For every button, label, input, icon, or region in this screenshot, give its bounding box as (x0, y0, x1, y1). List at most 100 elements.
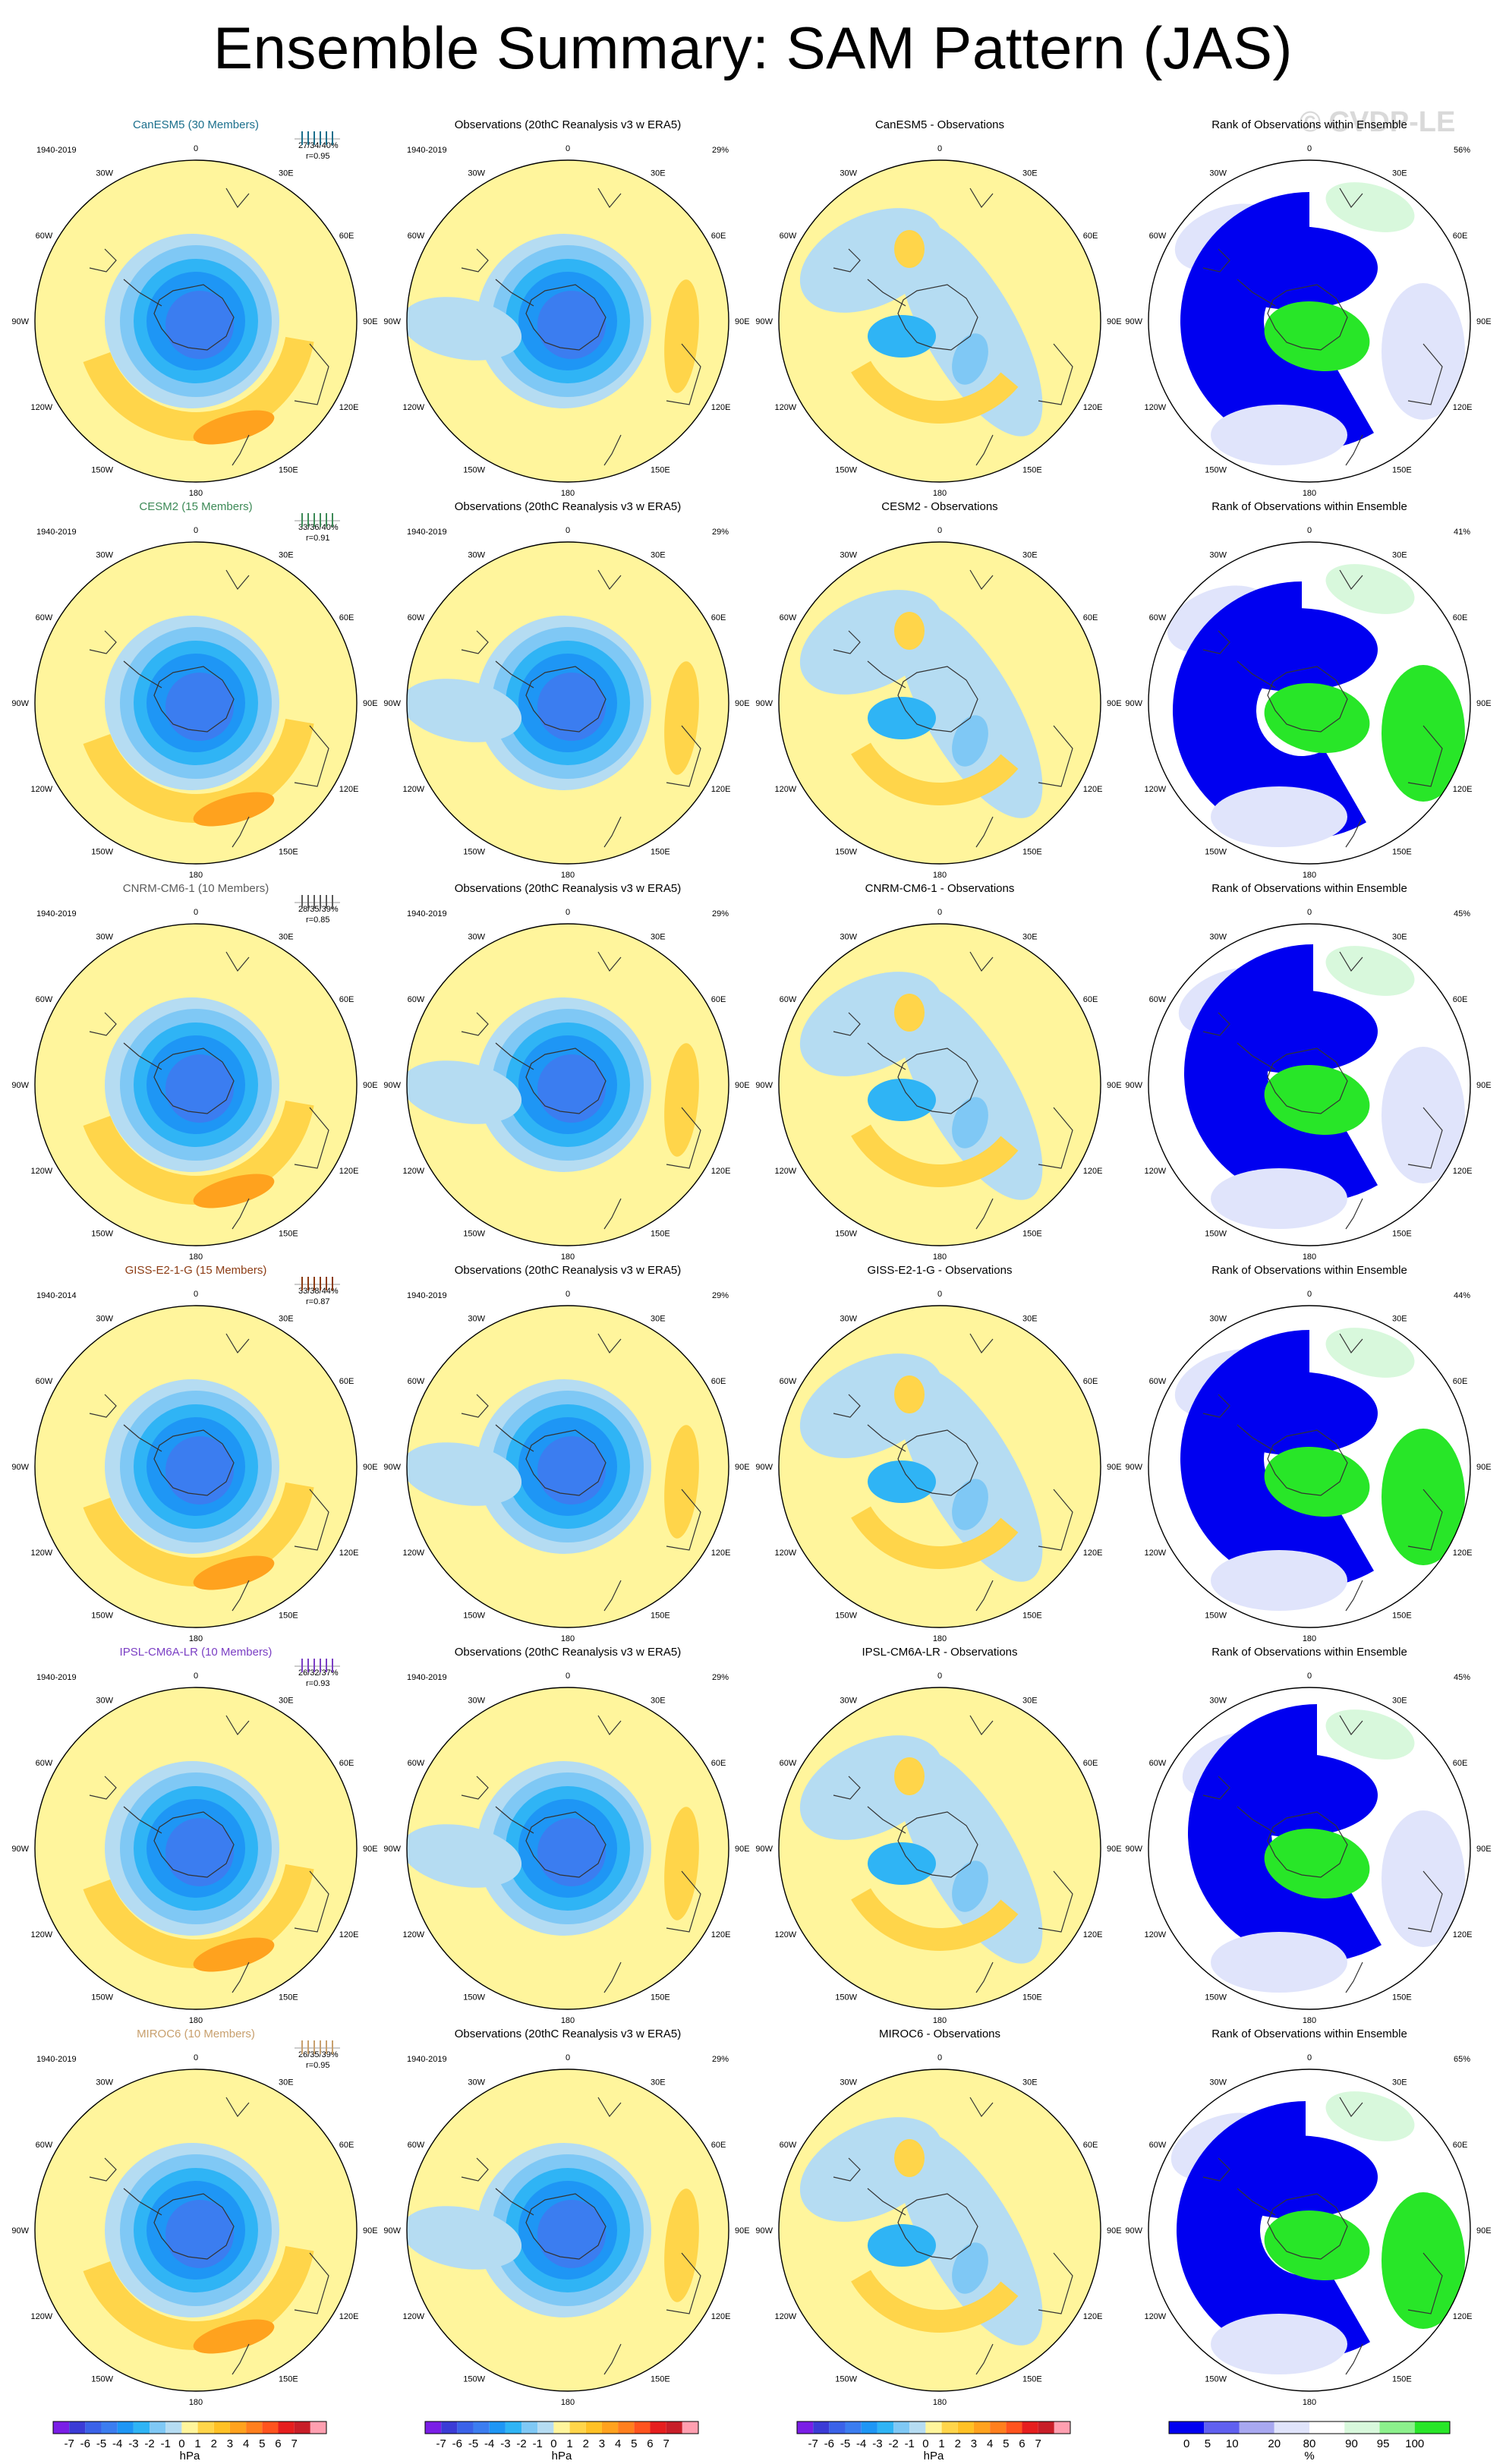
australia-outline (1038, 1107, 1073, 1169)
south-america-outline (89, 2157, 117, 2182)
south-america-outline (1202, 248, 1230, 273)
diff-map-fill (779, 2069, 1101, 2391)
peninsula-outline (1237, 2188, 1276, 2216)
antarctica-outline (1267, 284, 1348, 351)
map-boundary (34, 159, 358, 483)
colorbar-tick-label: -2 (888, 2437, 898, 2450)
peninsula-outline (123, 1042, 162, 1070)
longitude-label: 180 (933, 871, 947, 880)
colorbar-units: hPa (180, 2450, 200, 2462)
rank-lightgreen-region (1325, 182, 1415, 232)
longitude-label: 30E (1022, 1314, 1038, 1323)
rank-panel: Rank of Observations within Ensemble 45% 0… (1125, 1646, 1491, 2025)
longitude-label: 90W (383, 1845, 401, 1854)
africa-outline (1339, 569, 1363, 591)
longitude-label: 30W (468, 1314, 485, 1323)
longitude-label: 0 (937, 1290, 942, 1299)
longitude-label: 0 (937, 908, 942, 917)
longitude-label: 150W (1205, 2375, 1227, 2384)
diff-map-fill (779, 924, 1101, 1246)
model-title: CanESM5 (30 Members) (133, 118, 259, 131)
rank-title: Rank of Observations within Ensemble (1211, 2028, 1407, 2040)
longitude-label: 30E (279, 169, 294, 178)
longitude-label: 30E (279, 932, 294, 941)
map-boundary (34, 541, 358, 865)
longitude-label: 60E (1083, 613, 1098, 622)
rank-blue-region (1211, 990, 1378, 1073)
longitude-label: 60W (36, 2141, 53, 2150)
longitude-label: 30E (1022, 1696, 1038, 1705)
longitude-label: 150W (1205, 1230, 1227, 1239)
colorbar-swatch (457, 2421, 474, 2434)
longitude-label: 90W (383, 1081, 401, 1090)
longitude-label: 60W (780, 1377, 797, 1386)
longitude-label: 0 (194, 526, 198, 535)
longitude-label: 90W (1125, 1081, 1142, 1090)
model-panel: MIROC6 (10 Members)1940-2019 26/35/39%r=0… (11, 2028, 377, 2407)
model-panel: CNRM-CM6-1 (10 Members)1940-2019 28/35/39… (11, 882, 377, 1262)
longitude-label: 60E (339, 2141, 354, 2150)
peninsula-outline (123, 1806, 162, 1834)
longitude-label: 150E (279, 1230, 298, 1239)
colorbar-swatch (133, 2421, 150, 2434)
africa-outline (597, 187, 622, 209)
rank-title: Rank of Observations within Ensemble (1211, 1646, 1407, 1659)
africa-outline (1339, 187, 1363, 209)
longitude-label: 60E (711, 613, 726, 622)
peninsula-outline (495, 1806, 534, 1834)
longitude-label: 30W (96, 1314, 113, 1323)
longitude-label: 90W (755, 699, 773, 708)
panel-row: CESM2 (15 Members)1940-2019 33/36/40%r=0.… (11, 500, 1491, 880)
colorbar-swatch (925, 2421, 942, 2434)
colorbar-tick-label: -5 (840, 2437, 850, 2450)
rank-blue-region (1211, 1372, 1378, 1455)
south-america-outline (833, 248, 861, 273)
rank-map-fill (1148, 1306, 1470, 1627)
colorbar-swatch (618, 2421, 635, 2434)
diff-blue-region (868, 1460, 936, 1503)
longitude-label: 90W (11, 1081, 29, 1090)
colorbar-swatch (521, 2421, 538, 2434)
colorbar-tick-label: 3 (227, 2437, 233, 2450)
observations-panel: Observations (20thC Reanalysis v3 w ERA5… (383, 1264, 749, 1643)
new-zealand-outline (975, 1198, 994, 1230)
longitude-label: 60W (1149, 1759, 1167, 1768)
rank-green-region (1264, 1829, 1370, 1898)
colorbar-swatch (877, 2421, 894, 2434)
map-boundary (778, 541, 1101, 865)
longitude-label: 150W (91, 848, 113, 857)
colorbar-tick-label: -6 (824, 2437, 834, 2450)
colorbar-tick-label: 5 (631, 2437, 637, 2450)
diff-blue-region (952, 715, 988, 767)
australia-outline (1038, 2252, 1073, 2314)
colorbar-tick-label: 0 (178, 2437, 184, 2450)
longitude-label: 90E (735, 1463, 750, 1472)
colorbar-swatch (101, 2421, 118, 2434)
map-boundary (778, 1305, 1101, 1628)
australia-outline (666, 2252, 701, 2314)
longitude-label: 90W (755, 317, 773, 326)
new-zealand-outline (232, 434, 250, 466)
observations-percent: 29% (712, 2055, 729, 2064)
longitude-label: 30W (840, 1696, 857, 1705)
longitude-label: 120E (1453, 1549, 1473, 1558)
colorbar-swatch (569, 2421, 586, 2434)
diff-blue-region (952, 2242, 988, 2294)
new-zealand-outline (975, 434, 994, 466)
longitude-label: 150W (91, 466, 113, 475)
longitude-label: 90E (1476, 1081, 1492, 1090)
colorbar-swatch (505, 2421, 522, 2434)
longitude-label: 120E (711, 1167, 731, 1176)
longitude-label: 0 (1307, 526, 1312, 535)
ensemble-spread-glyph (295, 131, 340, 145)
colorbar-swatch (1204, 2421, 1240, 2434)
colorbar-tick-label: 6 (275, 2437, 281, 2450)
australia-outline (666, 1489, 701, 1551)
longitude-label: 120W (1144, 1549, 1166, 1558)
rank-lightblue-region (1211, 405, 1347, 465)
longitude-label: 90E (363, 1463, 378, 1472)
colorbar-tick-label: -7 (65, 2437, 74, 2450)
africa-outline (597, 1333, 622, 1354)
new-zealand-outline (603, 816, 622, 848)
longitude-label: 90E (735, 699, 750, 708)
